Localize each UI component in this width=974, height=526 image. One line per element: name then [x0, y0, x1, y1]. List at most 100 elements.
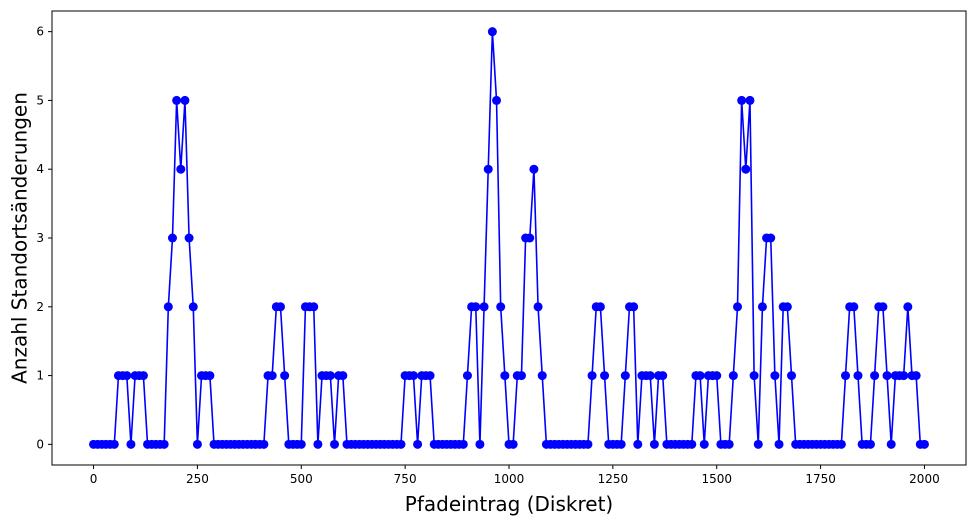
- data-point: [280, 371, 290, 381]
- x-tick-label: 0: [90, 472, 98, 486]
- data-point: [487, 27, 497, 37]
- data-point: [425, 371, 435, 381]
- data-point: [587, 371, 597, 381]
- data-point: [886, 439, 896, 449]
- data-point: [733, 302, 742, 312]
- x-tick-label: 250: [186, 472, 209, 486]
- data-point: [903, 302, 913, 312]
- data-point: [836, 439, 846, 449]
- data-point: [787, 371, 797, 381]
- data-point: [413, 439, 423, 449]
- x-tick-label: 1250: [598, 472, 629, 486]
- data-point: [276, 302, 285, 312]
- data-point: [471, 302, 481, 312]
- data-point: [633, 439, 643, 449]
- data-point: [724, 439, 734, 449]
- data-point: [138, 371, 148, 381]
- data-point: [205, 371, 215, 381]
- data-point: [766, 233, 776, 243]
- data-point: [595, 302, 605, 312]
- x-tick-label: 1750: [805, 472, 836, 486]
- data-point: [325, 371, 335, 381]
- data-point: [757, 302, 767, 312]
- data-point: [919, 439, 929, 449]
- data-point: [525, 233, 535, 243]
- data-point: [658, 371, 668, 381]
- data-point: [462, 371, 472, 381]
- data-point: [458, 439, 468, 449]
- data-point: [870, 371, 880, 381]
- data-point: [159, 439, 169, 449]
- data-point: [629, 302, 639, 312]
- data-line: [93, 31, 925, 446]
- data-point: [737, 95, 747, 105]
- data-point: [109, 439, 119, 449]
- data-point: [529, 164, 539, 174]
- data-point: [475, 439, 485, 449]
- data-point: [741, 164, 751, 174]
- data-point: [338, 371, 348, 381]
- data-point: [508, 439, 518, 449]
- data-point: [753, 439, 763, 449]
- y-tick-label: 5: [36, 93, 44, 107]
- y-axis-title: Anzahl Standortsänderungen: [8, 92, 32, 384]
- data-point: [496, 302, 506, 312]
- data-point: [500, 371, 510, 381]
- data-point: [911, 371, 921, 381]
- data-point: [782, 302, 792, 312]
- data-point: [849, 302, 859, 312]
- data-point: [853, 371, 863, 381]
- data-point: [516, 371, 526, 381]
- data-point: [479, 302, 489, 312]
- data-point: [483, 164, 493, 174]
- data-point: [184, 233, 194, 243]
- x-tick-label: 1000: [494, 472, 525, 486]
- data-point: [616, 439, 626, 449]
- data-point: [188, 302, 198, 312]
- y-tick-label: 0: [36, 437, 44, 451]
- data-point: [172, 95, 182, 105]
- data-point: [533, 302, 543, 312]
- data-point: [878, 302, 888, 312]
- data-point: [699, 439, 709, 449]
- data-point: [865, 439, 875, 449]
- data-point: [770, 371, 780, 381]
- data-point: [192, 439, 202, 449]
- data-point: [620, 371, 630, 381]
- y-tick-label: 2: [36, 300, 44, 314]
- data-point: [712, 371, 722, 381]
- y-tick-label: 6: [36, 25, 44, 39]
- data-point: [296, 439, 306, 449]
- data-point: [841, 371, 851, 381]
- data-point: [899, 371, 909, 381]
- data-point: [774, 439, 784, 449]
- x-tick-label: 2000: [909, 472, 940, 486]
- data-point: [167, 233, 177, 243]
- data-point: [583, 439, 593, 449]
- data-point: [309, 302, 319, 312]
- x-axis-title: Pfadeintrag (Diskret): [405, 492, 613, 516]
- data-point: [176, 164, 186, 174]
- data-point: [882, 371, 892, 381]
- data-point: [267, 371, 277, 381]
- data-point: [492, 95, 502, 105]
- data-point: [749, 371, 759, 381]
- data-point: [537, 371, 547, 381]
- data-point: [330, 439, 340, 449]
- y-tick-label: 4: [36, 162, 44, 176]
- data-point: [126, 439, 136, 449]
- data-point: [259, 439, 269, 449]
- y-tick-label: 3: [36, 231, 44, 245]
- data-point: [122, 371, 132, 381]
- data-point: [600, 371, 610, 381]
- data-point: [313, 439, 323, 449]
- x-tick-label: 750: [394, 472, 417, 486]
- data-point: [396, 439, 406, 449]
- data-point: [687, 439, 697, 449]
- data-point: [163, 302, 173, 312]
- x-tick-label: 500: [290, 472, 313, 486]
- data-point: [745, 95, 755, 105]
- data-point: [645, 371, 655, 381]
